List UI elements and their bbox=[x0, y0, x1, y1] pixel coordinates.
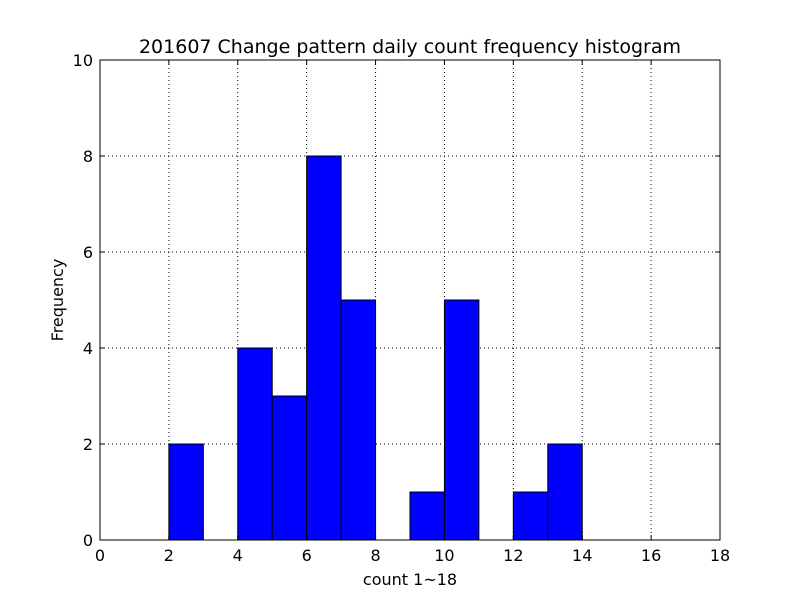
x-tick-label: 12 bbox=[503, 546, 523, 565]
bars-layer bbox=[168, 155, 583, 541]
y-tick-label: 0 bbox=[83, 531, 93, 550]
ticks-layer: 0 2 4 6 8 10 12 14 16 18 0 2 4 6 8 10 bbox=[73, 51, 731, 565]
histogram-bar bbox=[271, 395, 308, 541]
x-tick-label: 14 bbox=[572, 546, 592, 565]
plot-frame bbox=[99, 59, 721, 541]
x-tick-label: 18 bbox=[710, 546, 730, 565]
x-tick-label: 0 bbox=[95, 546, 105, 565]
chart-title: 201607 Change pattern daily count freque… bbox=[139, 36, 681, 58]
histogram-bar bbox=[443, 299, 480, 541]
x-tick-label: 8 bbox=[370, 546, 380, 565]
histogram-bar bbox=[306, 155, 342, 541]
histogram-bar bbox=[547, 443, 583, 541]
histogram-bar bbox=[237, 347, 273, 541]
x-tick-label: 10 bbox=[434, 546, 454, 565]
y-tick-label: 4 bbox=[83, 339, 93, 358]
x-tick-label: 4 bbox=[233, 546, 243, 565]
x-tick-label: 2 bbox=[164, 546, 174, 565]
x-axis-label: count 1~18 bbox=[363, 570, 457, 589]
x-tick-label: 16 bbox=[641, 546, 661, 565]
y-tick-label: 8 bbox=[83, 147, 93, 166]
y-tick-label: 6 bbox=[83, 243, 93, 262]
y-tick-label: 2 bbox=[83, 435, 93, 454]
histogram-bar bbox=[512, 491, 549, 541]
y-tick-label: 10 bbox=[73, 51, 93, 70]
y-axis-label: Frequency bbox=[48, 259, 67, 342]
histogram-bar bbox=[409, 491, 445, 541]
x-tick-label: 6 bbox=[302, 546, 312, 565]
histogram-bar bbox=[168, 443, 204, 541]
histogram-bar bbox=[340, 299, 377, 541]
